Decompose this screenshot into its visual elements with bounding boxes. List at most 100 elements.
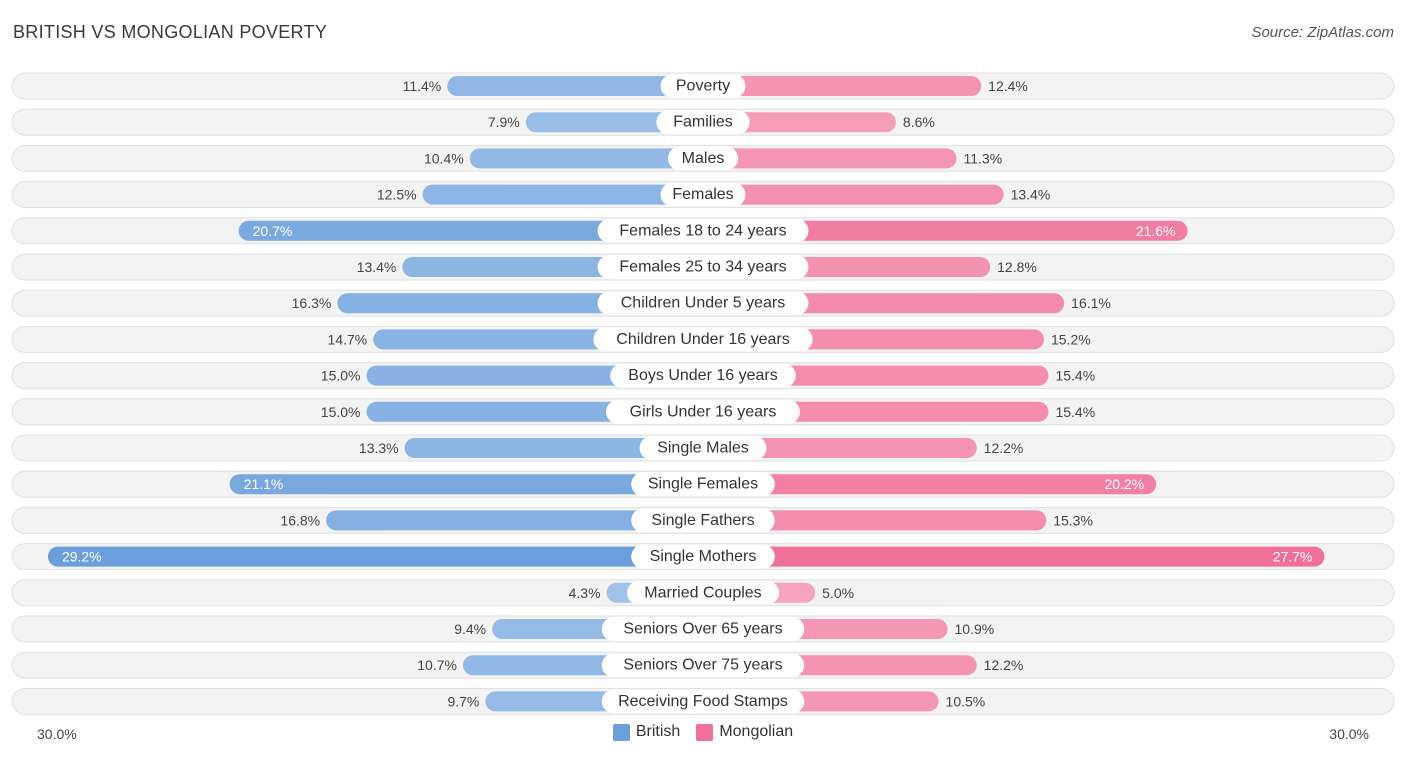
value-label-mongolian: 21.6% — [1136, 223, 1176, 239]
bar-british — [404, 438, 703, 458]
bar-mongolian — [703, 76, 982, 96]
legend-item-british[interactable]: British — [612, 723, 681, 741]
value-label-mongolian: 16.1% — [1071, 295, 1111, 311]
bar-mongolian — [703, 438, 977, 458]
bar-british — [238, 220, 703, 241]
row-group: 12.5% 13.4% Females — [11, 181, 1395, 209]
value-label-mongolian: 8.6% — [903, 114, 935, 130]
row-group: 13.3% 12.2% Single Males — [11, 434, 1395, 462]
legend-label-british: British — [635, 723, 681, 740]
category-label: Seniors Over 75 years — [623, 657, 782, 674]
value-label-mongolian: 13.4% — [1011, 187, 1051, 203]
category-label: Single Mothers — [650, 548, 757, 565]
category-pill — [597, 255, 809, 279]
bar-mongolian — [703, 510, 1047, 531]
category-pill — [660, 182, 746, 207]
value-label-british: 9.7% — [447, 693, 479, 709]
category-pill — [668, 146, 738, 171]
value-label-british: 21.1% — [244, 476, 284, 492]
category-label: Females — [672, 186, 733, 203]
axis-label-right: 30.0% — [1329, 726, 1369, 742]
value-label-british: 16.3% — [292, 295, 332, 311]
bar-mongolian — [703, 546, 1325, 567]
row-group: 9.4% 10.9% Seniors Over 65 years — [11, 615, 1395, 643]
value-label-mongolian: 12.4% — [988, 78, 1028, 94]
category-pill — [631, 472, 775, 497]
value-label-mongolian: 15.3% — [1053, 512, 1093, 528]
bar-mongolian — [703, 220, 1188, 241]
category-label: Boys Under 16 years — [628, 367, 777, 384]
row-group: 20.7% 21.6% Females 18 to 24 years — [11, 217, 1395, 245]
legend-swatch-british — [612, 723, 630, 741]
row-group: 15.0% 15.4% Boys Under 16 years — [11, 362, 1395, 390]
category-pill — [610, 363, 796, 388]
row-group: 13.4% 12.8% Females 25 to 34 years — [11, 253, 1395, 281]
row-group: 10.7% 12.2% Seniors Over 75 years — [11, 651, 1395, 679]
value-label-british: 12.5% — [377, 187, 417, 203]
bar-british — [326, 510, 703, 531]
axis-label-left: 30.0% — [37, 726, 77, 742]
source-label: Source: ZipAtlas.com — [1251, 24, 1394, 41]
category-label: Seniors Over 65 years — [623, 621, 782, 638]
value-label-mongolian: 12.2% — [984, 657, 1024, 673]
category-pill — [601, 653, 805, 678]
row-group: 14.7% 15.2% Children Under 16 years — [11, 325, 1395, 353]
row-group: 21.1% 20.2% Single Females — [11, 470, 1395, 498]
bar-british — [47, 546, 704, 567]
bar-british — [229, 474, 703, 495]
category-label: Poverty — [676, 78, 730, 95]
value-label-british: 4.3% — [569, 585, 601, 601]
value-label-mongolian: 15.2% — [1051, 331, 1091, 347]
value-label-mongolian: 20.2% — [1104, 476, 1144, 492]
category-label: Children Under 5 years — [621, 295, 786, 312]
value-label-mongolian: 12.2% — [984, 440, 1024, 456]
category-label: Single Fathers — [651, 512, 754, 529]
category-pill — [597, 218, 809, 243]
value-label-british: 9.4% — [454, 621, 486, 637]
category-pill — [627, 580, 779, 605]
value-label-mongolian: 10.9% — [955, 621, 995, 637]
bar-british — [469, 148, 703, 169]
value-label-british: 13.4% — [357, 259, 397, 275]
category-pill — [597, 291, 809, 316]
row-group: 29.2% 27.7% Single Mothers — [11, 543, 1395, 571]
value-label-mongolian: 12.8% — [997, 259, 1037, 275]
category-label: Receiving Food Stamps — [618, 693, 788, 710]
category-label: Males — [682, 150, 725, 167]
value-label-mongolian: 11.3% — [963, 150, 1002, 166]
row-group: 16.8% 15.3% Single Fathers — [11, 506, 1395, 534]
value-label-british: 15.0% — [321, 404, 361, 420]
category-pill — [660, 74, 746, 98]
category-pill — [601, 617, 805, 641]
value-label-british: 16.8% — [280, 512, 320, 528]
value-label-mongolian: 5.0% — [822, 585, 854, 601]
legend: British Mongolian — [0, 723, 1406, 741]
bar-mongolian — [703, 112, 896, 133]
value-label-british: 13.3% — [359, 440, 399, 456]
value-label-british: 10.4% — [424, 150, 464, 166]
value-label-mongolian: 15.4% — [1055, 368, 1095, 384]
value-label-british: 15.0% — [321, 368, 361, 384]
category-pill — [606, 399, 800, 424]
category-label: Single Males — [657, 440, 749, 457]
bar-mongolian — [703, 184, 1004, 205]
row-group: 16.3% 16.1% Children Under 5 years — [11, 289, 1395, 317]
category-label: Single Females — [648, 476, 758, 493]
bar-british — [447, 76, 703, 96]
category-pill — [593, 327, 813, 352]
row-group: 9.7% 10.5% Receiving Food Stamps — [11, 687, 1395, 715]
value-label-mongolian: 10.5% — [946, 693, 986, 709]
value-label-british: 14.7% — [328, 331, 368, 347]
row-group: 11.4% 12.4% Poverty — [11, 72, 1395, 100]
value-label-british: 20.7% — [253, 223, 293, 239]
category-pill — [631, 544, 775, 569]
row-group: 10.4% 11.3% Males — [11, 144, 1395, 172]
bar-british — [422, 184, 703, 205]
category-label: Females 25 to 34 years — [619, 259, 786, 276]
value-label-british: 7.9% — [488, 114, 520, 130]
legend-item-mongolian[interactable]: Mongolian — [696, 723, 793, 741]
category-label: Females 18 to 24 years — [619, 222, 786, 239]
value-label-british: 29.2% — [62, 549, 102, 565]
bar-mongolian — [703, 474, 1157, 495]
chart-title: BRITISH VS MONGOLIAN POVERTY — [13, 22, 328, 42]
